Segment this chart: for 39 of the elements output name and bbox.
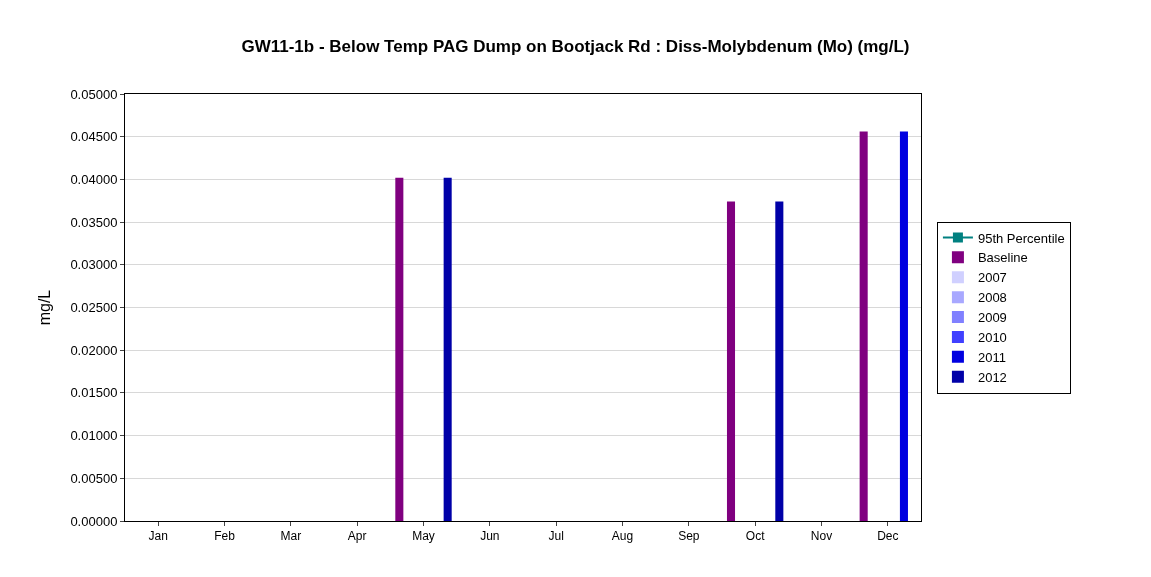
x-tick-label: Jun bbox=[480, 529, 500, 544]
y-tick-label: 0.05000 bbox=[70, 86, 118, 102]
x-tick-label: Nov bbox=[810, 529, 833, 544]
x-tick-label: Oct bbox=[745, 529, 766, 544]
legend-label: 2007 bbox=[977, 270, 1007, 286]
y-tick-label: 0.02000 bbox=[70, 342, 118, 358]
y-tick-label: 0.02500 bbox=[70, 300, 118, 316]
x-tick-label: Aug bbox=[611, 529, 634, 544]
bar bbox=[859, 131, 868, 521]
legend-label: Baseline bbox=[977, 250, 1028, 266]
x-tick-label: May bbox=[412, 529, 435, 544]
bar bbox=[443, 177, 452, 521]
bar bbox=[775, 201, 784, 521]
bar bbox=[726, 201, 736, 521]
legend-label: 2008 bbox=[977, 290, 1007, 306]
x-tick-label: Sep bbox=[678, 529, 700, 544]
bar bbox=[395, 177, 404, 521]
bar bbox=[899, 131, 908, 521]
x-tick-label: Apr bbox=[347, 529, 367, 544]
y-tick-label: 0.01500 bbox=[70, 385, 118, 401]
x-tick-label: Feb bbox=[214, 529, 236, 544]
y-tick-label: 0.01000 bbox=[70, 428, 118, 444]
y-axis-title: mg/L bbox=[36, 289, 54, 326]
y-tick-label: 0.04000 bbox=[70, 171, 118, 187]
y-tick-label: 0.00000 bbox=[70, 513, 118, 529]
legend-label: 2012 bbox=[977, 369, 1007, 385]
x-tick-label: Dec bbox=[877, 529, 899, 544]
x-tick-label: Jan bbox=[148, 529, 168, 544]
legend-label: 2009 bbox=[977, 310, 1007, 326]
y-tick-label: 0.04500 bbox=[70, 129, 118, 145]
legend-label: 2011 bbox=[977, 349, 1006, 365]
y-tick-label: 0.03500 bbox=[70, 214, 118, 230]
y-tick-label: 0.03000 bbox=[70, 257, 118, 273]
legend-label: 95th Percentile bbox=[977, 230, 1065, 246]
legend-label: 2010 bbox=[977, 330, 1007, 346]
y-tick-label: 0.00500 bbox=[70, 470, 118, 486]
x-tick-label: Mar bbox=[280, 529, 302, 544]
x-tick-label: Jul bbox=[548, 529, 564, 544]
chart-title: GW11-1b - Below Temp PAG Dump on Bootjack Rd : Diss-Molybdenum (Mo) (mg/L) bbox=[241, 37, 910, 57]
